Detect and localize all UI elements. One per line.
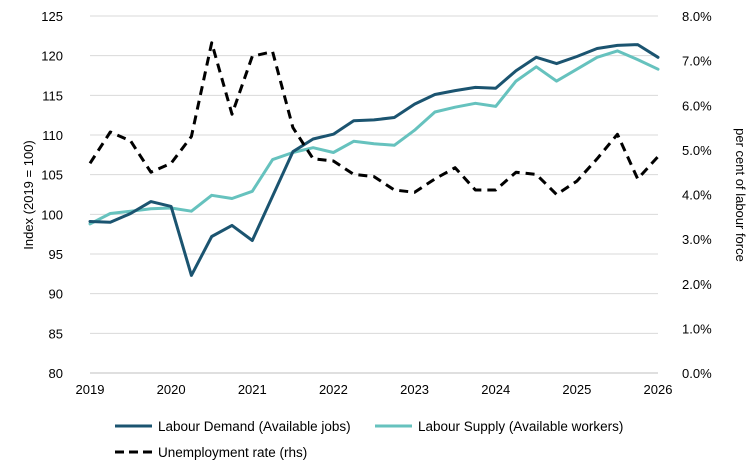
x-tick-label: 2022: [319, 382, 348, 397]
legend-label-demand: Labour Demand (Available jobs): [158, 419, 351, 434]
series-line-unemployment-rate: [88, 41, 660, 196]
left-tick-label: 105: [41, 168, 63, 183]
legend: Labour Demand (Available jobs) Labour Su…: [115, 419, 623, 460]
x-tick-label: 2026: [644, 382, 673, 397]
series-line-labour-demand: [88, 43, 660, 277]
left-tick-label: 90: [49, 287, 63, 302]
x-tick-label: 2025: [562, 382, 591, 397]
series-line-labour-supply: [88, 49, 660, 226]
gridlines: [90, 15, 658, 334]
legend-label-supply: Labour Supply (Available workers): [418, 419, 623, 434]
right-tick-label: 2.0%: [682, 277, 712, 292]
x-tick-label: 2023: [400, 382, 429, 397]
right-tick-label: 8.0%: [682, 9, 712, 24]
left-tick-label: 120: [41, 49, 63, 64]
left-tick-label: 95: [49, 247, 63, 262]
right-axis-ticks: 0.0% 1.0% 2.0% 3.0% 4.0% 5.0% 6.0% 7.0% 8.0%: [682, 9, 712, 381]
x-tick-label: 2019: [76, 382, 105, 397]
left-axis-ticks: 80 85 90 95 100 105 110 115 120 125: [41, 9, 63, 381]
x-tick-label: 2024: [481, 382, 510, 397]
right-tick-label: 4.0%: [682, 188, 712, 203]
right-tick-label: 3.0%: [682, 232, 712, 247]
x-tick-label: 2020: [157, 382, 186, 397]
right-tick-label: 0.0%: [682, 366, 712, 381]
right-axis-title: per cent of labour force: [733, 128, 748, 262]
left-tick-label: 115: [42, 88, 63, 103]
series-lines: [88, 41, 660, 277]
left-axis-title: Index (2019 = 100): [21, 140, 36, 250]
right-tick-label: 1.0%: [682, 321, 712, 336]
left-tick-label: 85: [49, 326, 63, 341]
left-tick-label: 110: [42, 128, 63, 143]
right-tick-label: 7.0%: [682, 54, 712, 69]
right-tick-label: 5.0%: [682, 143, 712, 158]
x-tick-label: 2021: [238, 382, 267, 397]
left-tick-label: 125: [41, 9, 63, 24]
right-tick-label: 6.0%: [682, 98, 712, 113]
legend-label-unemployment: Unemployment rate (rhs): [158, 445, 307, 460]
left-tick-label: 100: [41, 207, 63, 222]
left-tick-label: 80: [49, 366, 63, 381]
x-axis-ticks: 2019 2020 2021 2022 2023 2024 2025 2026: [76, 382, 673, 397]
